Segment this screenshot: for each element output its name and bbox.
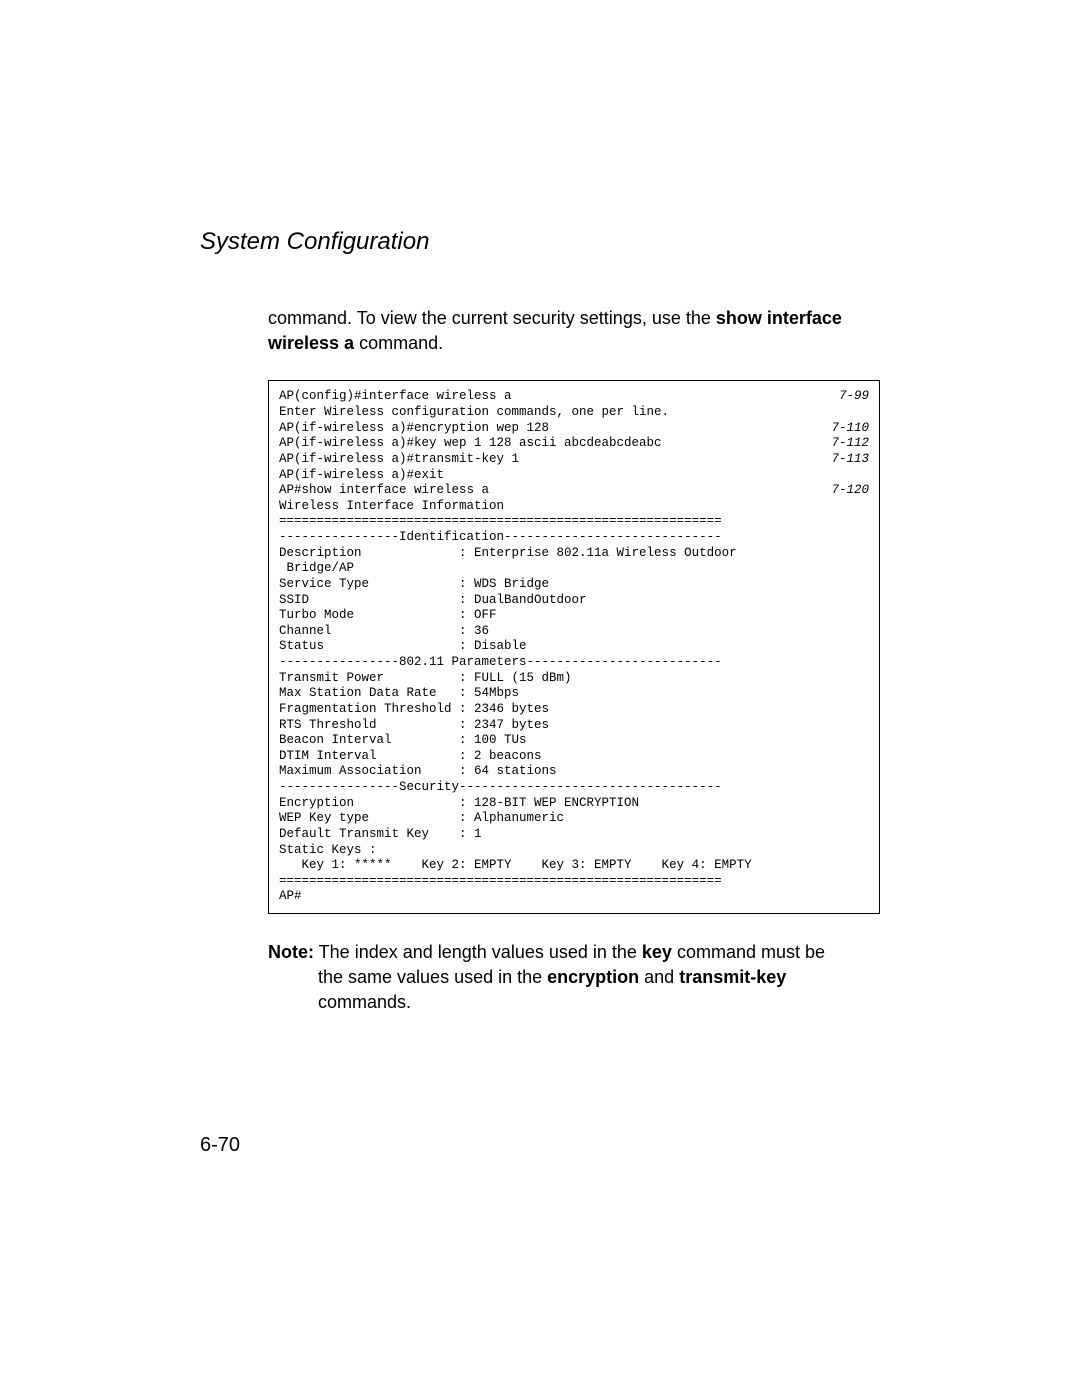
code-text: AP#show interface wireless a: [279, 483, 489, 499]
code-line: Turbo Mode : OFF: [279, 608, 869, 624]
code-text: AP(if-wireless a)#key wep 1 128 ascii ab…: [279, 436, 662, 452]
note-b1: key: [642, 942, 672, 962]
code-text: Encryption : 128-BIT WEP ENCRYPTION: [279, 796, 639, 812]
code-text: Status : Disable: [279, 639, 527, 655]
code-line: AP(config)#interface wireless a 7-99: [279, 389, 869, 405]
code-text: Static Keys :: [279, 843, 377, 859]
note-t5: commands.: [318, 992, 411, 1012]
code-line: Fragmentation Threshold : 2346 bytes: [279, 702, 869, 718]
note-t2: command must be: [672, 942, 825, 962]
code-line: Beacon Interval : 100 TUs: [279, 733, 869, 749]
code-line: AP(if-wireless a)#transmit-key 1 7-113: [279, 452, 869, 468]
code-line: Enter Wireless configuration commands, o…: [279, 405, 869, 421]
code-text: ----------------802.11 Parameters-------…: [279, 655, 722, 671]
code-line: DTIM Interval : 2 beacons: [279, 749, 869, 765]
document-page: System Configuration command. To view th…: [0, 0, 1080, 1016]
code-line: Transmit Power : FULL (15 dBm): [279, 671, 869, 687]
code-line: AP(if-wireless a)#key wep 1 128 ascii ab…: [279, 436, 869, 452]
code-ref: 7-112: [811, 436, 869, 452]
code-text: Transmit Power : FULL (15 dBm): [279, 671, 572, 687]
code-text: RTS Threshold : 2347 bytes: [279, 718, 549, 734]
note-t4: and: [639, 967, 679, 987]
section-title: System Configuration: [200, 228, 880, 256]
code-text: Turbo Mode : OFF: [279, 608, 497, 624]
note-t3: the same values used in the: [318, 967, 547, 987]
code-text: ========================================…: [279, 514, 722, 530]
code-text: DTIM Interval : 2 beacons: [279, 749, 542, 765]
code-line: AP(if-wireless a)#encryption wep 128 7-11…: [279, 421, 869, 437]
code-text: AP(if-wireless a)#transmit-key 1: [279, 452, 519, 468]
code-text: AP(if-wireless a)#exit: [279, 468, 444, 484]
code-text: ----------------Identification----------…: [279, 530, 722, 546]
code-text: ========================================…: [279, 874, 722, 890]
code-line: RTS Threshold : 2347 bytes: [279, 718, 869, 734]
code-line: ----------------Security----------------…: [279, 780, 869, 796]
code-text: ----------------Security----------------…: [279, 780, 722, 796]
code-text: AP(config)#interface wireless a: [279, 389, 512, 405]
code-text: WEP Key type : Alphanumeric: [279, 811, 564, 827]
code-line: Static Keys :: [279, 843, 869, 859]
code-line: Status : Disable: [279, 639, 869, 655]
code-line: Encryption : 128-BIT WEP ENCRYPTION: [279, 796, 869, 812]
note-b3: transmit-key: [679, 967, 786, 987]
code-line: AP#: [279, 889, 869, 905]
code-text: Enter Wireless configuration commands, o…: [279, 405, 669, 421]
code-text: Fragmentation Threshold : 2346 bytes: [279, 702, 549, 718]
code-line: Description : Enterprise 802.11a Wireles…: [279, 546, 869, 562]
code-text: AP#: [279, 889, 302, 905]
code-text: Maximum Association : 64 stations: [279, 764, 557, 780]
note-label: Note:: [268, 942, 314, 962]
code-text: Channel : 36: [279, 624, 489, 640]
code-text: Wireless Interface Information: [279, 499, 504, 515]
code-ref: 7-113: [811, 452, 869, 468]
code-line: Key 1: ***** Key 2: EMPTY Key 3: EMPTY K…: [279, 858, 869, 874]
code-line: ----------------802.11 Parameters-------…: [279, 655, 869, 671]
code-line: ----------------Identification----------…: [279, 530, 869, 546]
code-line: AP#show interface wireless a 7-120: [279, 483, 869, 499]
code-ref: 7-120: [811, 483, 869, 499]
note-b2: encryption: [547, 967, 639, 987]
code-text: Default Transmit Key : 1: [279, 827, 482, 843]
code-text: AP(if-wireless a)#encryption wep 128: [279, 421, 549, 437]
code-line: Default Transmit Key : 1: [279, 827, 869, 843]
code-line: Maximum Association : 64 stations: [279, 764, 869, 780]
code-text: Max Station Data Rate : 54Mbps: [279, 686, 519, 702]
code-ref: 7-99: [819, 389, 869, 405]
intro-prefix: command. To view the current security se…: [268, 308, 716, 328]
code-line: AP(if-wireless a)#exit: [279, 468, 869, 484]
code-line: WEP Key type : Alphanumeric: [279, 811, 869, 827]
code-line: ========================================…: [279, 514, 869, 530]
code-text: Beacon Interval : 100 TUs: [279, 733, 527, 749]
code-line: Max Station Data Rate : 54Mbps: [279, 686, 869, 702]
code-ref: 7-110: [811, 421, 869, 437]
code-line: ========================================…: [279, 874, 869, 890]
code-line: Bridge/AP: [279, 561, 869, 577]
code-line: Service Type : WDS Bridge: [279, 577, 869, 593]
intro-suffix: command.: [354, 333, 443, 353]
code-text: Description : Enterprise 802.11a Wireles…: [279, 546, 737, 562]
code-line: SSID : DualBandOutdoor: [279, 593, 869, 609]
page-number: 6-70: [200, 1134, 240, 1157]
code-line: Wireless Interface Information: [279, 499, 869, 515]
note-paragraph: Note: The index and length values used i…: [268, 940, 880, 1016]
code-text: Bridge/AP: [279, 561, 354, 577]
note-t1: The index and length values used in the: [314, 942, 642, 962]
code-line: Channel : 36: [279, 624, 869, 640]
note-body: the same values used in the encryption a…: [268, 965, 880, 1015]
code-block: AP(config)#interface wireless a 7-99 Enter…: [268, 380, 880, 914]
code-text: SSID : DualBandOutdoor: [279, 593, 587, 609]
intro-paragraph: command. To view the current security se…: [268, 306, 880, 356]
code-text: Key 1: ***** Key 2: EMPTY Key 3: EMPTY K…: [279, 858, 752, 874]
code-text: Service Type : WDS Bridge: [279, 577, 549, 593]
